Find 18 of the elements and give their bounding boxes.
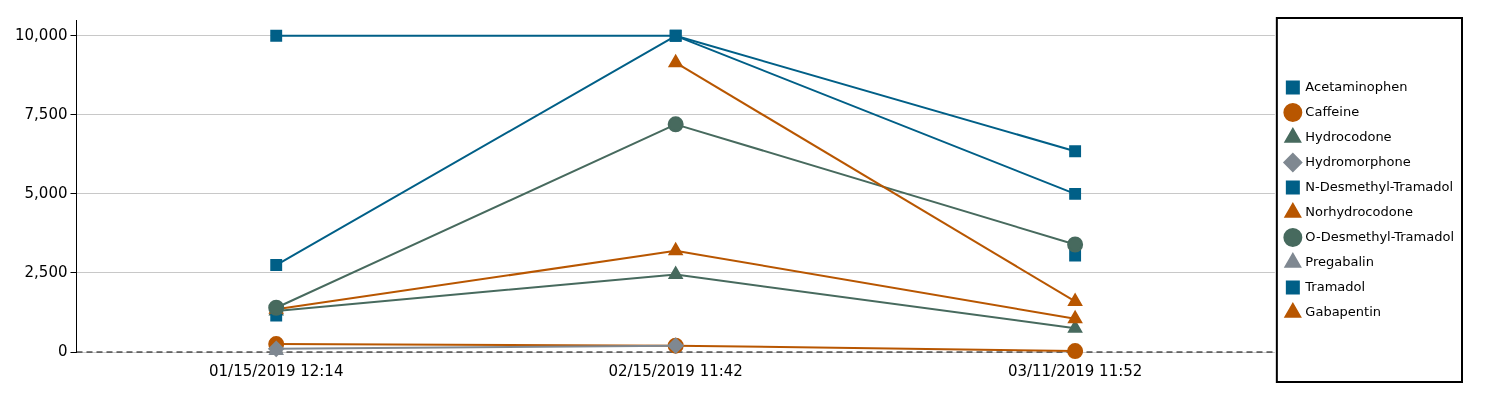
legend-label: Tramadol [1304, 278, 1366, 294]
y-tick-label: 10,000 [14, 25, 68, 44]
x-tick-label: 02/15/2019 11:42 [608, 361, 743, 380]
legend-label: N-Desmethyl-Tramadol [1305, 178, 1454, 194]
y-tick-label: 5,000 [24, 183, 68, 202]
legend-label: O-Desmethyl-Tramadol [1305, 228, 1454, 244]
y-tick-label: 7,500 [24, 104, 68, 123]
legend-label: Norhydrocodone [1305, 203, 1413, 219]
legend-label: Pregabalin [1305, 253, 1374, 269]
y-tick-label: 2,500 [24, 262, 68, 281]
legend-label: Hydromorphone [1305, 153, 1411, 169]
legend-label: Hydrocodone [1305, 128, 1392, 144]
x-tick-label: 03/11/2019 11:52 [1007, 361, 1143, 380]
y-tick-label: 0 [57, 341, 68, 360]
legend-label: Acetaminophen [1305, 78, 1408, 94]
legend-label: Caffeine [1305, 103, 1360, 119]
legend-label: Gabapentin [1305, 303, 1382, 319]
x-tick-label: 01/15/2019 12:14 [208, 361, 344, 380]
